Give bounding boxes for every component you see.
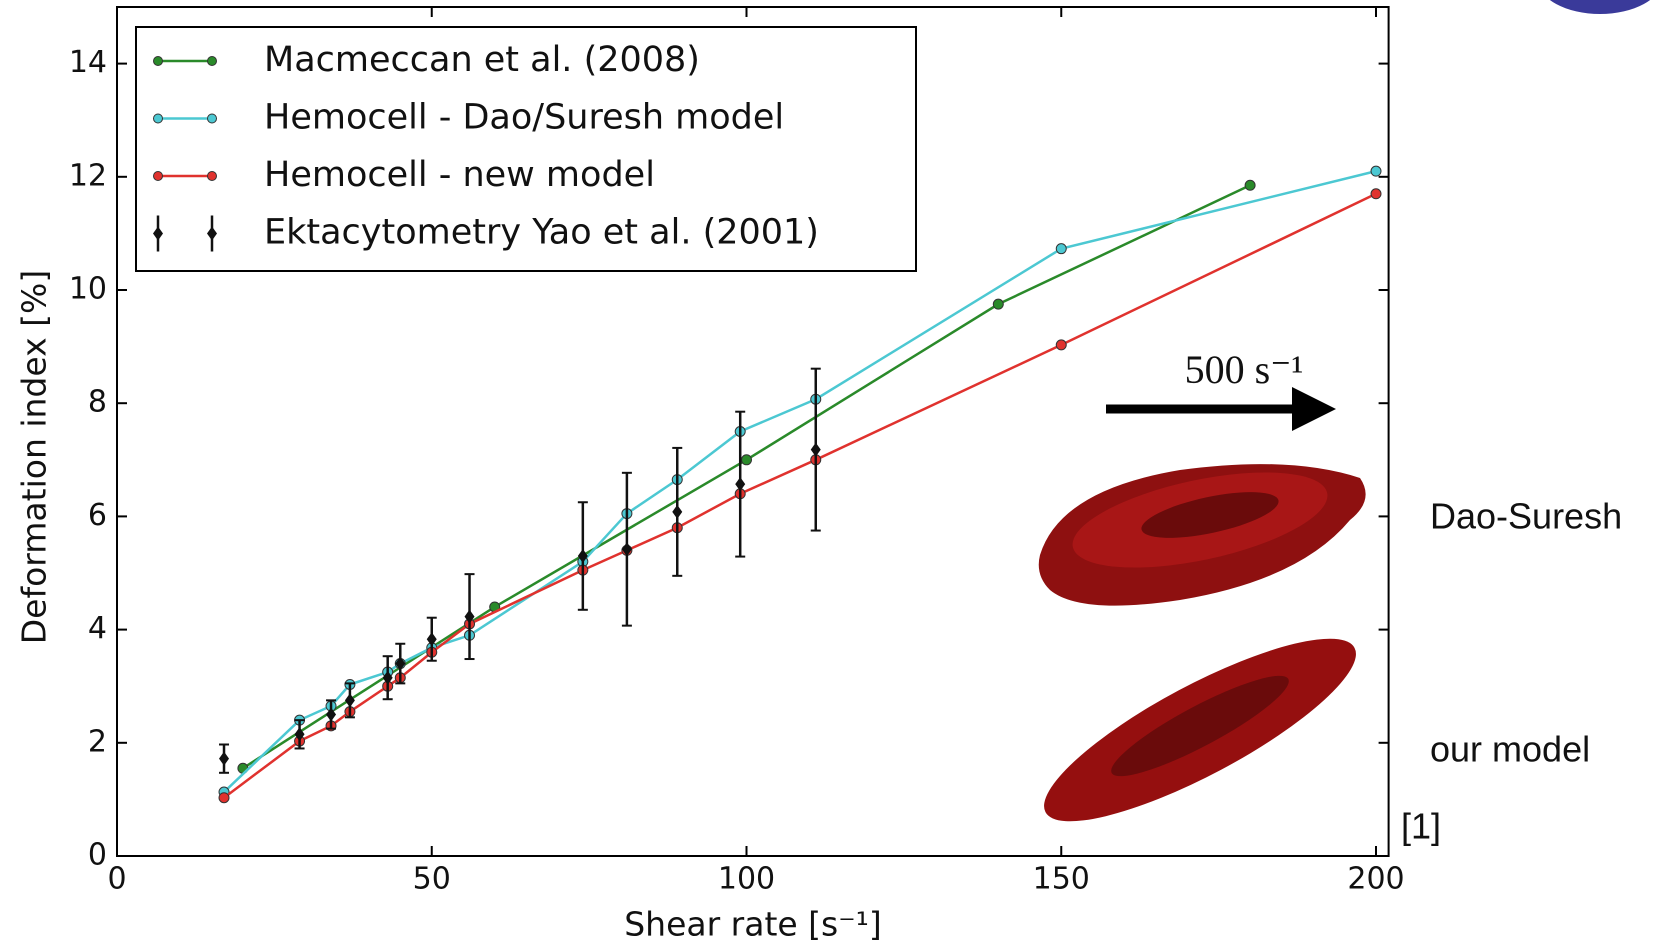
- marker: [577, 549, 588, 564]
- legend-marker: [207, 56, 217, 66]
- marker: [464, 609, 475, 624]
- marker: [1244, 179, 1256, 191]
- marker: [395, 656, 406, 671]
- marker: [219, 751, 230, 766]
- rbc-our-model: [1044, 638, 1356, 822]
- marker: [218, 792, 230, 804]
- marker: [382, 670, 393, 685]
- marker: [1055, 243, 1067, 255]
- x-tick-label: 150: [1033, 862, 1090, 897]
- marker: [344, 693, 355, 708]
- y-tick-label: 4: [88, 611, 107, 646]
- y-tick-label: 10: [69, 272, 107, 307]
- marker: [992, 298, 1004, 310]
- y-tick-label: 6: [88, 498, 107, 533]
- legend-label: Ektacytometry Yao et al. (2001): [264, 213, 819, 253]
- legend-marker: [153, 226, 163, 241]
- annotation: Dao-Suresh: [1430, 496, 1622, 537]
- y-tick-label: 2: [88, 724, 107, 759]
- legend-marker: [207, 113, 217, 124]
- x-tick-label: 0: [107, 862, 126, 897]
- series: [219, 367, 821, 774]
- annotation: [1]: [1401, 806, 1441, 847]
- legend: Macmeccan et al. (2008) Hemocell - Dao/Su…: [135, 26, 917, 272]
- x-tick-label: 200: [1347, 862, 1404, 897]
- marker: [810, 442, 821, 457]
- y-tick-label: 0: [88, 838, 107, 873]
- decoration: [1549, 0, 1651, 14]
- legend-label: Hemocell - new model: [264, 155, 655, 195]
- x-tick-label: 100: [718, 862, 775, 897]
- marker: [1370, 188, 1382, 200]
- marker: [621, 542, 632, 557]
- legend-marker: [153, 113, 163, 124]
- marker: [735, 477, 746, 492]
- annotation: our model: [1430, 729, 1590, 770]
- x-axis-label: Shear rate [s⁻¹]: [624, 905, 882, 944]
- marker: [326, 707, 337, 722]
- legend-marker: [153, 56, 163, 66]
- y-tick-label: 12: [69, 158, 107, 193]
- legend-label: Macmeccan et al. (2008): [264, 40, 700, 80]
- plot-frame: [116, 6, 1390, 857]
- marker: [672, 504, 683, 519]
- legend-marker: [207, 171, 217, 181]
- marker: [1370, 165, 1382, 177]
- marker: [426, 632, 437, 647]
- y-tick-label: 8: [88, 385, 107, 420]
- marker: [741, 454, 753, 466]
- rbc-dao-suresh: [1038, 464, 1366, 606]
- legend-label: Hemocell - Dao/Suresh model: [264, 98, 784, 138]
- legend-marker: [207, 226, 217, 241]
- y-axis-label: Deformation index [%]: [15, 270, 54, 644]
- legend-marker: [153, 171, 163, 181]
- y-tick-label: 14: [69, 45, 107, 80]
- arrow: [1106, 387, 1336, 431]
- legend-box: [135, 26, 917, 272]
- x-tick-label: 50: [413, 862, 451, 897]
- marker: [294, 727, 305, 742]
- annotation: 500 s⁻¹: [1185, 347, 1304, 392]
- marker: [1055, 339, 1067, 351]
